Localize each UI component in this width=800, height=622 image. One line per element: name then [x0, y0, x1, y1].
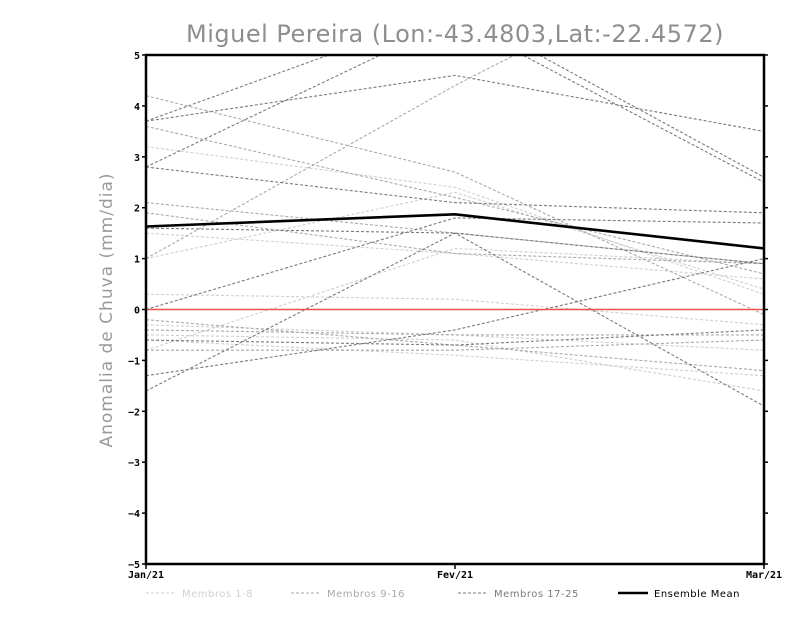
legend-label: Membros 1-8 [182, 589, 253, 600]
legend-label: Membros 17-25 [494, 589, 579, 600]
y-tick-label: 2 [134, 204, 140, 215]
series-line-m5 [146, 339, 764, 377]
series-line-m10 [146, 125, 764, 275]
y-tick-label: −2 [128, 407, 140, 418]
series-line-m22 [146, 217, 764, 311]
y-tick-label: 5 [134, 51, 140, 62]
x-axis-ticks: Jan/21 Fev/21 Mar/21 [128, 564, 782, 581]
series-line-m21 [146, 227, 764, 265]
series-group [146, 55, 764, 407]
y-tick-label: 3 [134, 153, 140, 164]
y-axis-ticks: −5 −4 −3 −2 −1 0 1 2 3 4 5 [128, 51, 768, 571]
x-tick-label: Jan/21 [128, 570, 164, 581]
series-line-m3 [146, 293, 764, 326]
series-line-m12 [146, 212, 764, 265]
legend-label: Membros 9-16 [327, 589, 405, 600]
ensemble-mean-line [146, 212, 764, 250]
legend: Membros 1-8 Membros 9-16 Membros 17-25 Ense… [146, 589, 740, 600]
x-tick-label: Mar/21 [746, 570, 782, 581]
y-tick-label: −3 [128, 458, 140, 469]
y-tick-label: −5 [128, 560, 140, 571]
series-line-m4 [146, 324, 764, 351]
chart-title: Miguel Pereira (Lon:-43.4803,Lat:-22.457… [186, 20, 724, 48]
y-tick-label: −1 [128, 356, 140, 367]
series-line-m8 [146, 232, 764, 280]
series-line-m9 [146, 95, 764, 316]
legend-label: Ensemble Mean [654, 589, 740, 600]
series-line-m7 [146, 334, 764, 392]
series-line-m24 [146, 258, 764, 377]
series-line-m25 [146, 232, 764, 407]
series-line-m19 [146, 55, 764, 183]
x-tick-label: Fev/21 [437, 570, 473, 581]
series-line-m20 [146, 166, 764, 214]
y-tick-label: −4 [128, 509, 140, 520]
y-tick-label: 0 [134, 306, 140, 317]
y-axis-label: Anomalia de Chuva (mm/dia) [97, 172, 117, 447]
series-line-m23 [146, 329, 764, 346]
series-line-m2 [146, 191, 764, 290]
ensemble-mean-group [146, 212, 764, 311]
series-line-m16 [146, 339, 764, 351]
series-line-m17 [146, 74, 764, 132]
series-line-m1 [146, 146, 764, 295]
series-line-m6 [146, 247, 764, 351]
y-tick-label: 4 [134, 102, 140, 113]
series-line-m14 [146, 319, 764, 372]
y-tick-label: 1 [134, 255, 140, 266]
